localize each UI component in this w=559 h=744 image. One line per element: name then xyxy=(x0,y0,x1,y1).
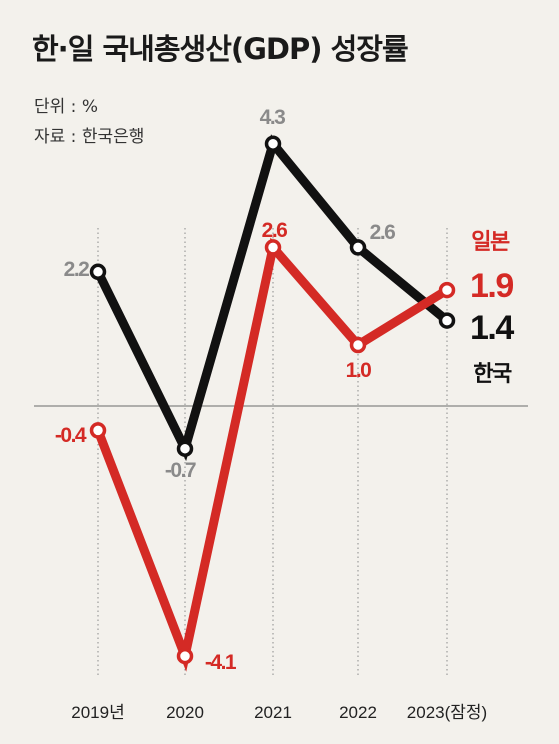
unit-label: 단위 : % xyxy=(34,97,98,117)
series-line-japan xyxy=(93,237,450,672)
data-point-japan xyxy=(349,336,367,354)
data-point-japan xyxy=(176,647,194,665)
data-point-japan xyxy=(264,239,282,256)
data-point-korea xyxy=(89,263,107,281)
data-point-korea xyxy=(438,312,456,329)
data-label: -4.1 xyxy=(205,651,237,674)
x-tick-label: 2020 xyxy=(166,703,204,722)
data-label: 1.0 xyxy=(346,359,372,382)
data-point-japan xyxy=(438,281,456,299)
data-label: 2.6 xyxy=(370,221,396,244)
data-point-korea xyxy=(176,440,194,457)
data-label: 4.3 xyxy=(260,106,286,129)
x-tick-label: 2022 xyxy=(339,703,377,722)
x-tick-label: 2021 xyxy=(254,703,292,722)
x-tick-label: 2019년 xyxy=(71,703,124,722)
data-point-korea xyxy=(349,239,367,256)
legend-label-japan: 일본 xyxy=(471,229,510,254)
legend-label-korea: 한국 xyxy=(473,361,512,386)
chart-title: 한·일 국내총생산(GDP) 성장률 xyxy=(32,32,409,66)
data-label: 1.9 xyxy=(470,267,513,305)
data-label: -0.7 xyxy=(165,459,196,482)
data-label: -0.4 xyxy=(55,424,87,447)
data-point-korea xyxy=(264,135,282,152)
source-label: 자료 : 한국은행 xyxy=(34,127,145,147)
data-point-japan xyxy=(89,422,107,439)
data-label: 1.4 xyxy=(470,309,514,347)
data-label: 2.2 xyxy=(64,258,90,281)
data-label: 2.6 xyxy=(262,219,288,242)
x-tick-label: 2023(잠정) xyxy=(407,703,487,722)
